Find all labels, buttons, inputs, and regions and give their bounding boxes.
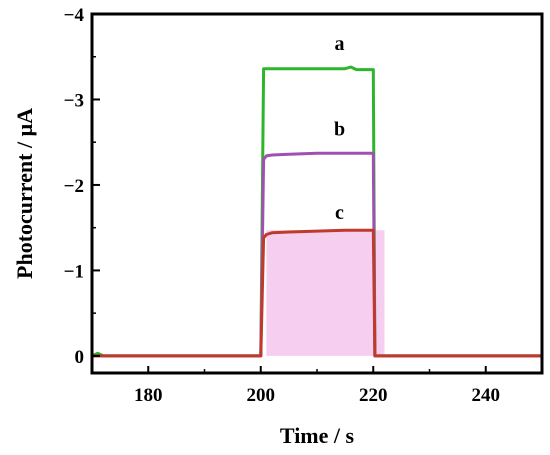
series-label-a: a xyxy=(335,33,345,55)
series-layer xyxy=(91,65,542,358)
x-tick-label: 200 xyxy=(247,385,276,406)
y-axis-title: Photocurrent / μA xyxy=(12,108,37,279)
x-tick-label: 180 xyxy=(134,385,163,406)
y-tick-label: −1 xyxy=(64,261,84,282)
series-label-c: c xyxy=(335,202,344,224)
plot-area xyxy=(266,230,385,356)
y-tick-label: 0 xyxy=(75,347,85,368)
y-tick-label: −2 xyxy=(64,176,84,197)
axes: 180 200 220 240 0 −1 −2 −3 −4 a b c xyxy=(64,5,544,406)
x-tick-label: 240 xyxy=(472,385,501,406)
x-tick-label: 220 xyxy=(359,385,388,406)
series-line-c xyxy=(92,228,542,358)
series-label-b: b xyxy=(334,118,345,140)
y-tick-label: −4 xyxy=(64,5,85,26)
y-tick-label: −3 xyxy=(64,90,84,111)
highlight-band xyxy=(266,230,385,356)
x-axis-title: Time / s xyxy=(280,423,355,448)
